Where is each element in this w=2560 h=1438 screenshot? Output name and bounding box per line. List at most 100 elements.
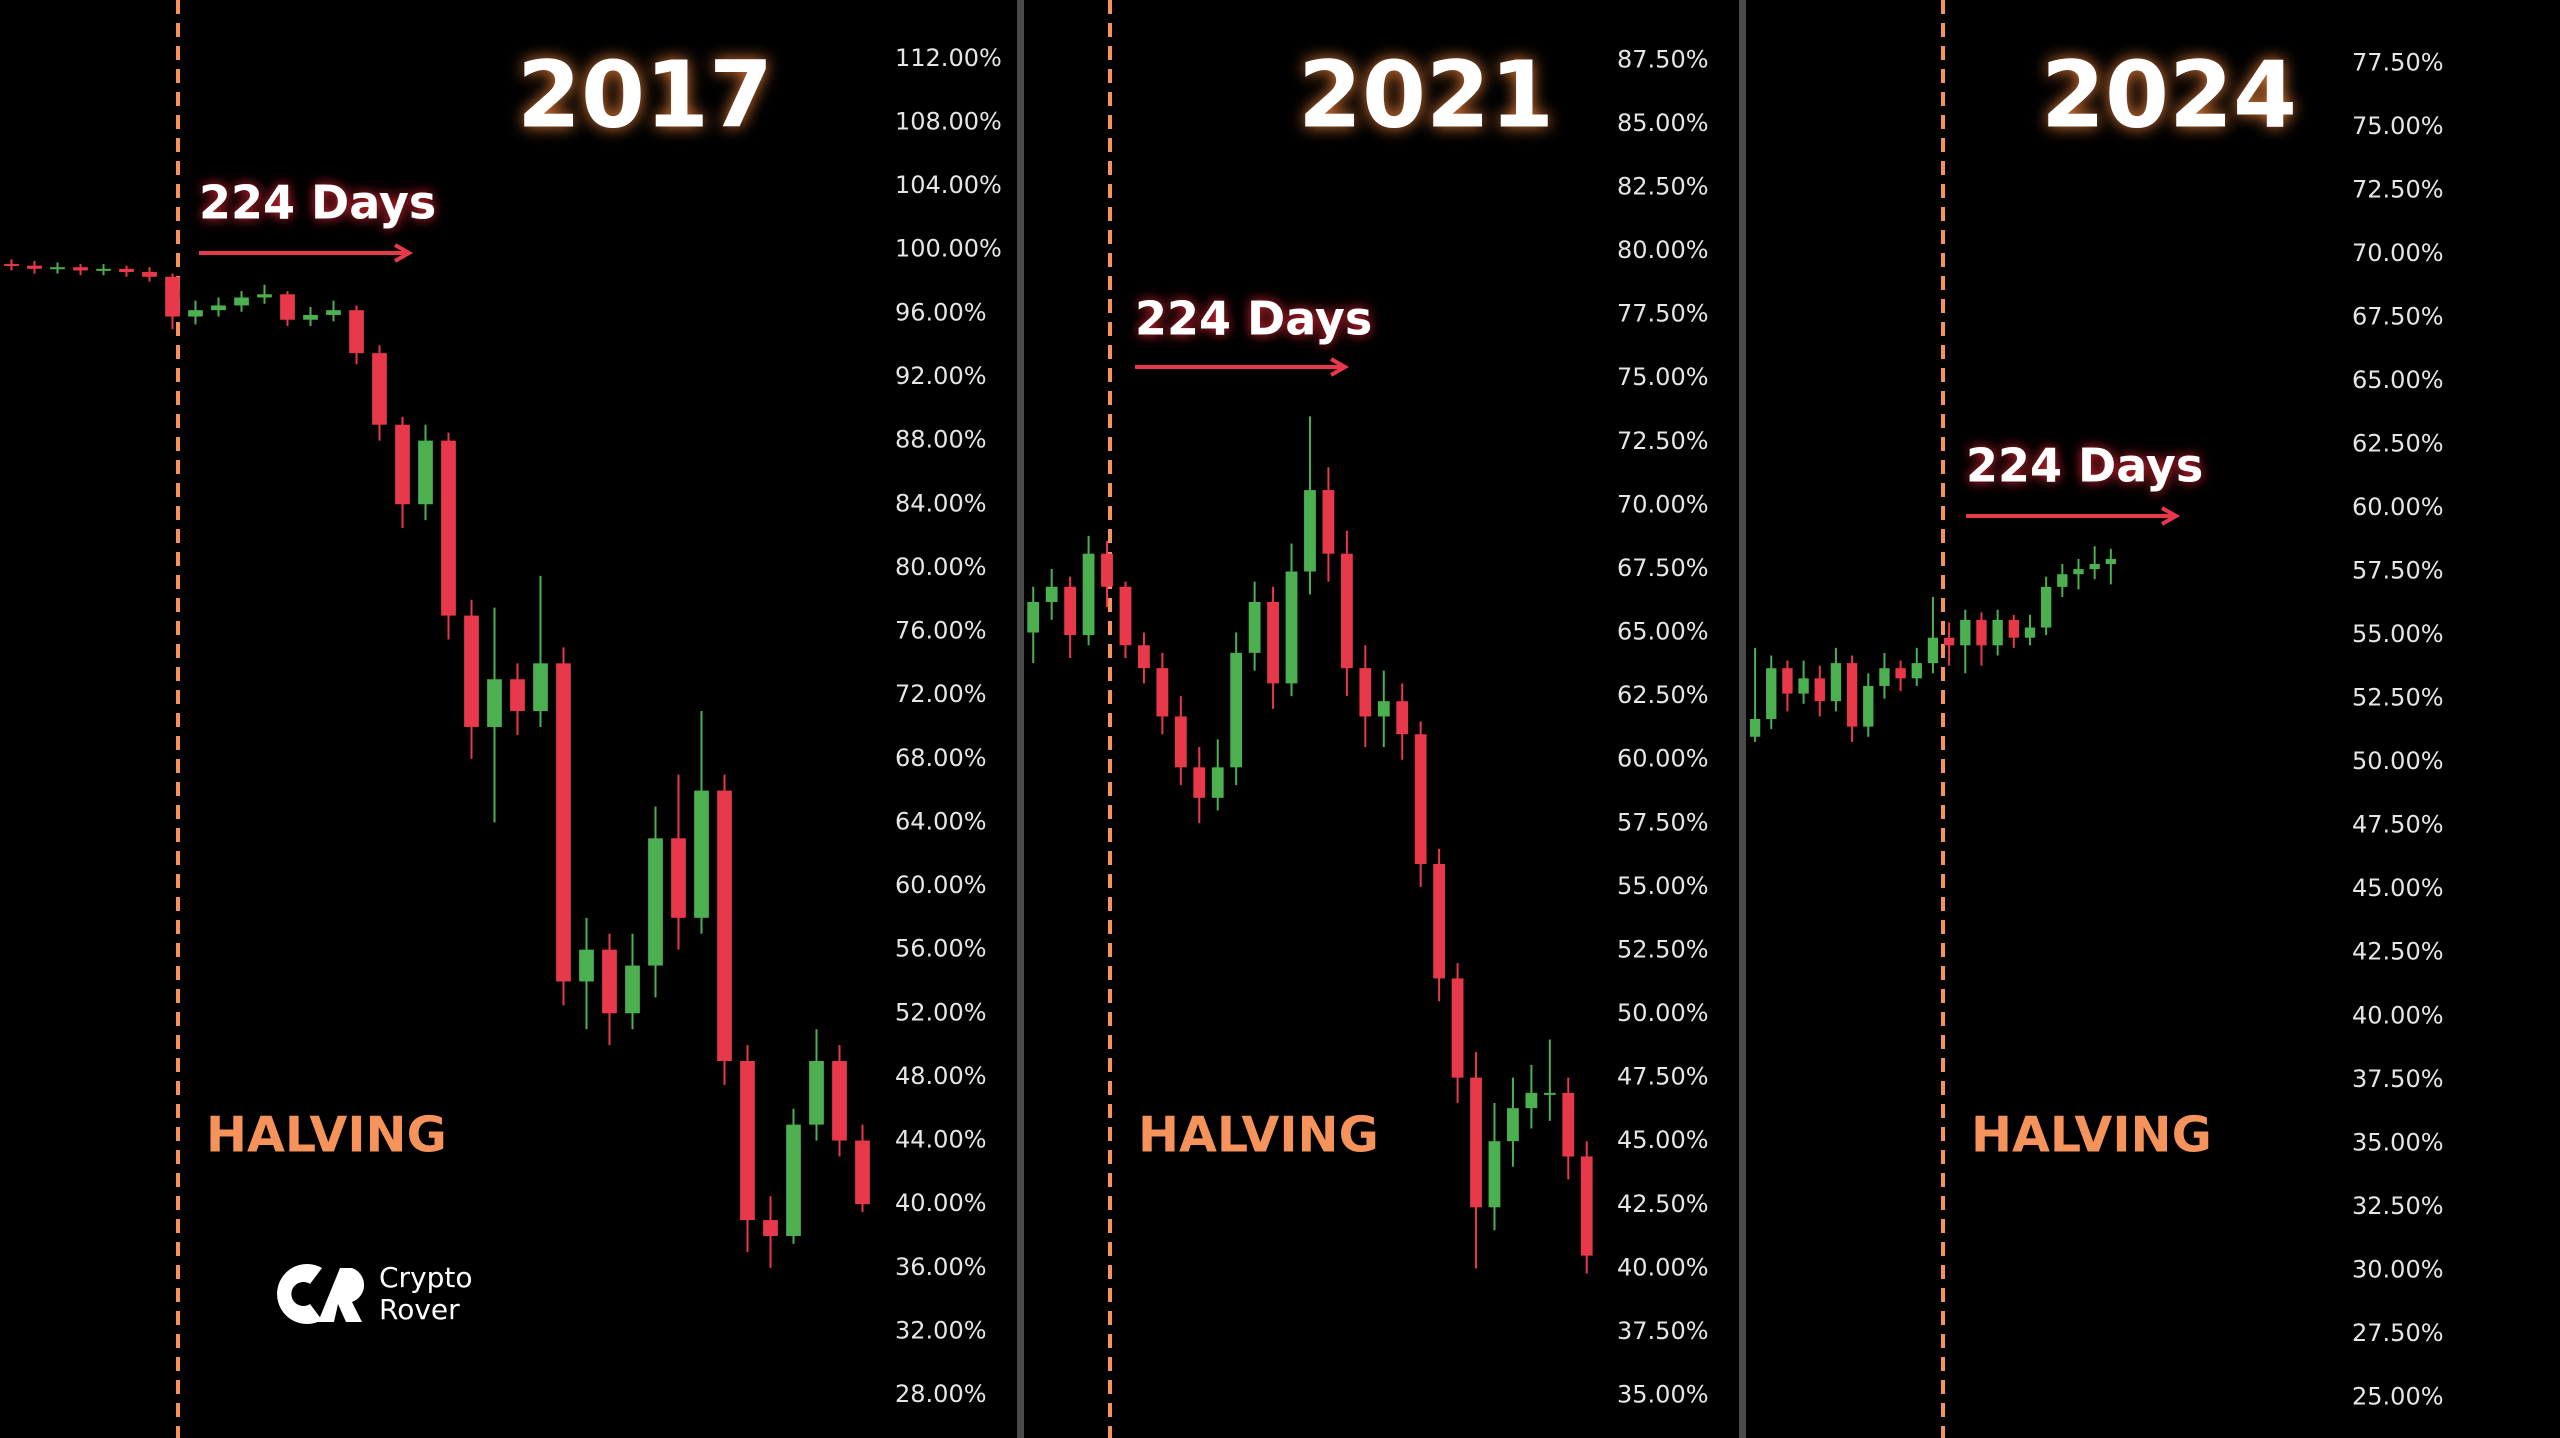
duration-label: 224 Days	[199, 176, 436, 230]
y-tick-label: 100.00%	[895, 235, 1002, 263]
candle-body	[1156, 668, 1169, 717]
candle-body	[579, 949, 594, 982]
candle-body	[1027, 602, 1040, 633]
candle-body	[1507, 1108, 1519, 1142]
y-tick-label: 45.00%	[1617, 1126, 1709, 1154]
candle-body	[1488, 1141, 1501, 1208]
y-tick-label: 52.50%	[2352, 684, 2444, 712]
candle-body	[1782, 668, 1793, 694]
candle-body	[165, 276, 180, 317]
logo-text: Rover	[379, 1293, 460, 1326]
candle-body	[1045, 586, 1058, 603]
candle-body	[1580, 1156, 1593, 1256]
y-tick-label: 57.50%	[2352, 557, 2444, 585]
candle-body	[533, 663, 548, 712]
halving-label: HALVING	[1138, 1107, 1379, 1164]
candle-body	[1766, 668, 1777, 719]
candle-body	[763, 1220, 778, 1236]
panel-divider	[1739, 0, 1746, 1438]
candle-body	[2024, 627, 2036, 638]
candle-body	[1304, 490, 1316, 572]
candle-body	[418, 440, 433, 505]
y-tick-label: 50.00%	[2352, 747, 2444, 775]
candle-body	[211, 305, 226, 311]
y-tick-label: 77.50%	[1617, 300, 1709, 328]
candle-body	[487, 679, 502, 727]
candle-body	[809, 1061, 824, 1125]
candle-body	[556, 663, 571, 982]
y-tick-label: 76.00%	[895, 617, 987, 645]
duration-arrowhead	[1330, 357, 1350, 377]
candle-body	[2008, 619, 2019, 638]
y-tick-label: 65.00%	[2352, 366, 2444, 394]
candle-body	[1138, 645, 1150, 669]
y-tick-label: 40.00%	[1617, 1253, 1709, 1281]
candle-body	[1895, 668, 1906, 679]
candle-body	[510, 679, 525, 712]
y-tick-label: 108.00%	[895, 107, 1002, 135]
halving-label: HALVING	[206, 1107, 447, 1164]
candle-body	[372, 353, 387, 425]
logo-icon	[277, 1264, 322, 1325]
logo: Crypto Rover	[277, 1261, 473, 1326]
candle-body	[1879, 668, 1890, 686]
candle-body	[1749, 719, 1761, 737]
y-tick-label: 72.50%	[1617, 427, 1709, 455]
y-tick-label: 82.50%	[1617, 172, 1709, 200]
candle-body	[1101, 553, 1113, 587]
candle-body	[2105, 558, 2116, 565]
candle-body	[1285, 571, 1298, 684]
candle-body	[1267, 602, 1279, 684]
y-tick-label: 30.00%	[2352, 1255, 2444, 1283]
y-tick-label: 92.00%	[895, 362, 987, 390]
y-tick-label: 35.00%	[2352, 1128, 2444, 1156]
y-tick-label: 52.00%	[895, 998, 987, 1026]
candle-body	[303, 314, 318, 320]
candle-body	[1992, 619, 2003, 646]
candle-body	[1082, 553, 1095, 636]
y-tick-label: 96.00%	[895, 298, 987, 326]
candle-body	[188, 310, 203, 317]
candle-body	[395, 424, 410, 505]
y-tick-label: 25.00%	[2352, 1382, 2444, 1410]
candle-body	[1248, 602, 1261, 653]
candle-body	[1525, 1092, 1538, 1109]
candle-body	[2073, 569, 2084, 575]
y-tick-label: 62.50%	[1617, 681, 1709, 709]
candle-body	[1830, 663, 1842, 702]
candle-body	[50, 267, 65, 270]
y-tick-label: 32.00%	[895, 1316, 987, 1344]
candle-body	[717, 790, 732, 1062]
y-tick-label: 42.50%	[1617, 1190, 1709, 1218]
candle-body	[1543, 1092, 1556, 1095]
duration-arrowhead	[2161, 506, 2181, 526]
candle-body	[234, 297, 249, 306]
candle-body	[1174, 716, 1187, 768]
candle-body	[2040, 586, 2052, 628]
candle-body	[2057, 574, 2068, 587]
y-tick-label: 32.50%	[2352, 1192, 2444, 1220]
y-tick-label: 36.00%	[895, 1253, 987, 1281]
y-tick-label: 112.00%	[895, 44, 1002, 72]
candle-body	[4, 264, 19, 267]
duration-label: 224 Days	[1966, 439, 2203, 493]
candle-body	[142, 272, 157, 277]
y-tick-label: 55.00%	[2352, 620, 2444, 648]
candle-body	[1451, 978, 1464, 1078]
y-tick-label: 45.00%	[2352, 874, 2444, 902]
y-tick-label: 55.00%	[1617, 872, 1709, 900]
y-tick-label: 40.00%	[2352, 1001, 2444, 1029]
y-tick-label: 37.50%	[2352, 1065, 2444, 1093]
y-tick-label: 57.50%	[1617, 808, 1709, 836]
y-tick-label: 35.00%	[1617, 1381, 1709, 1409]
y-tick-label: 75.00%	[1617, 363, 1709, 391]
candle-body	[1340, 553, 1353, 669]
y-tick-label: 40.00%	[895, 1189, 987, 1217]
y-tick-label: 70.00%	[2352, 239, 2444, 267]
candle-body	[1230, 652, 1243, 768]
logo-text: Crypto	[379, 1261, 473, 1294]
candle-body	[671, 838, 686, 918]
y-tick-label: 87.50%	[1617, 45, 1709, 73]
candle-body	[625, 965, 640, 1014]
halving-label: HALVING	[1971, 1107, 2212, 1164]
